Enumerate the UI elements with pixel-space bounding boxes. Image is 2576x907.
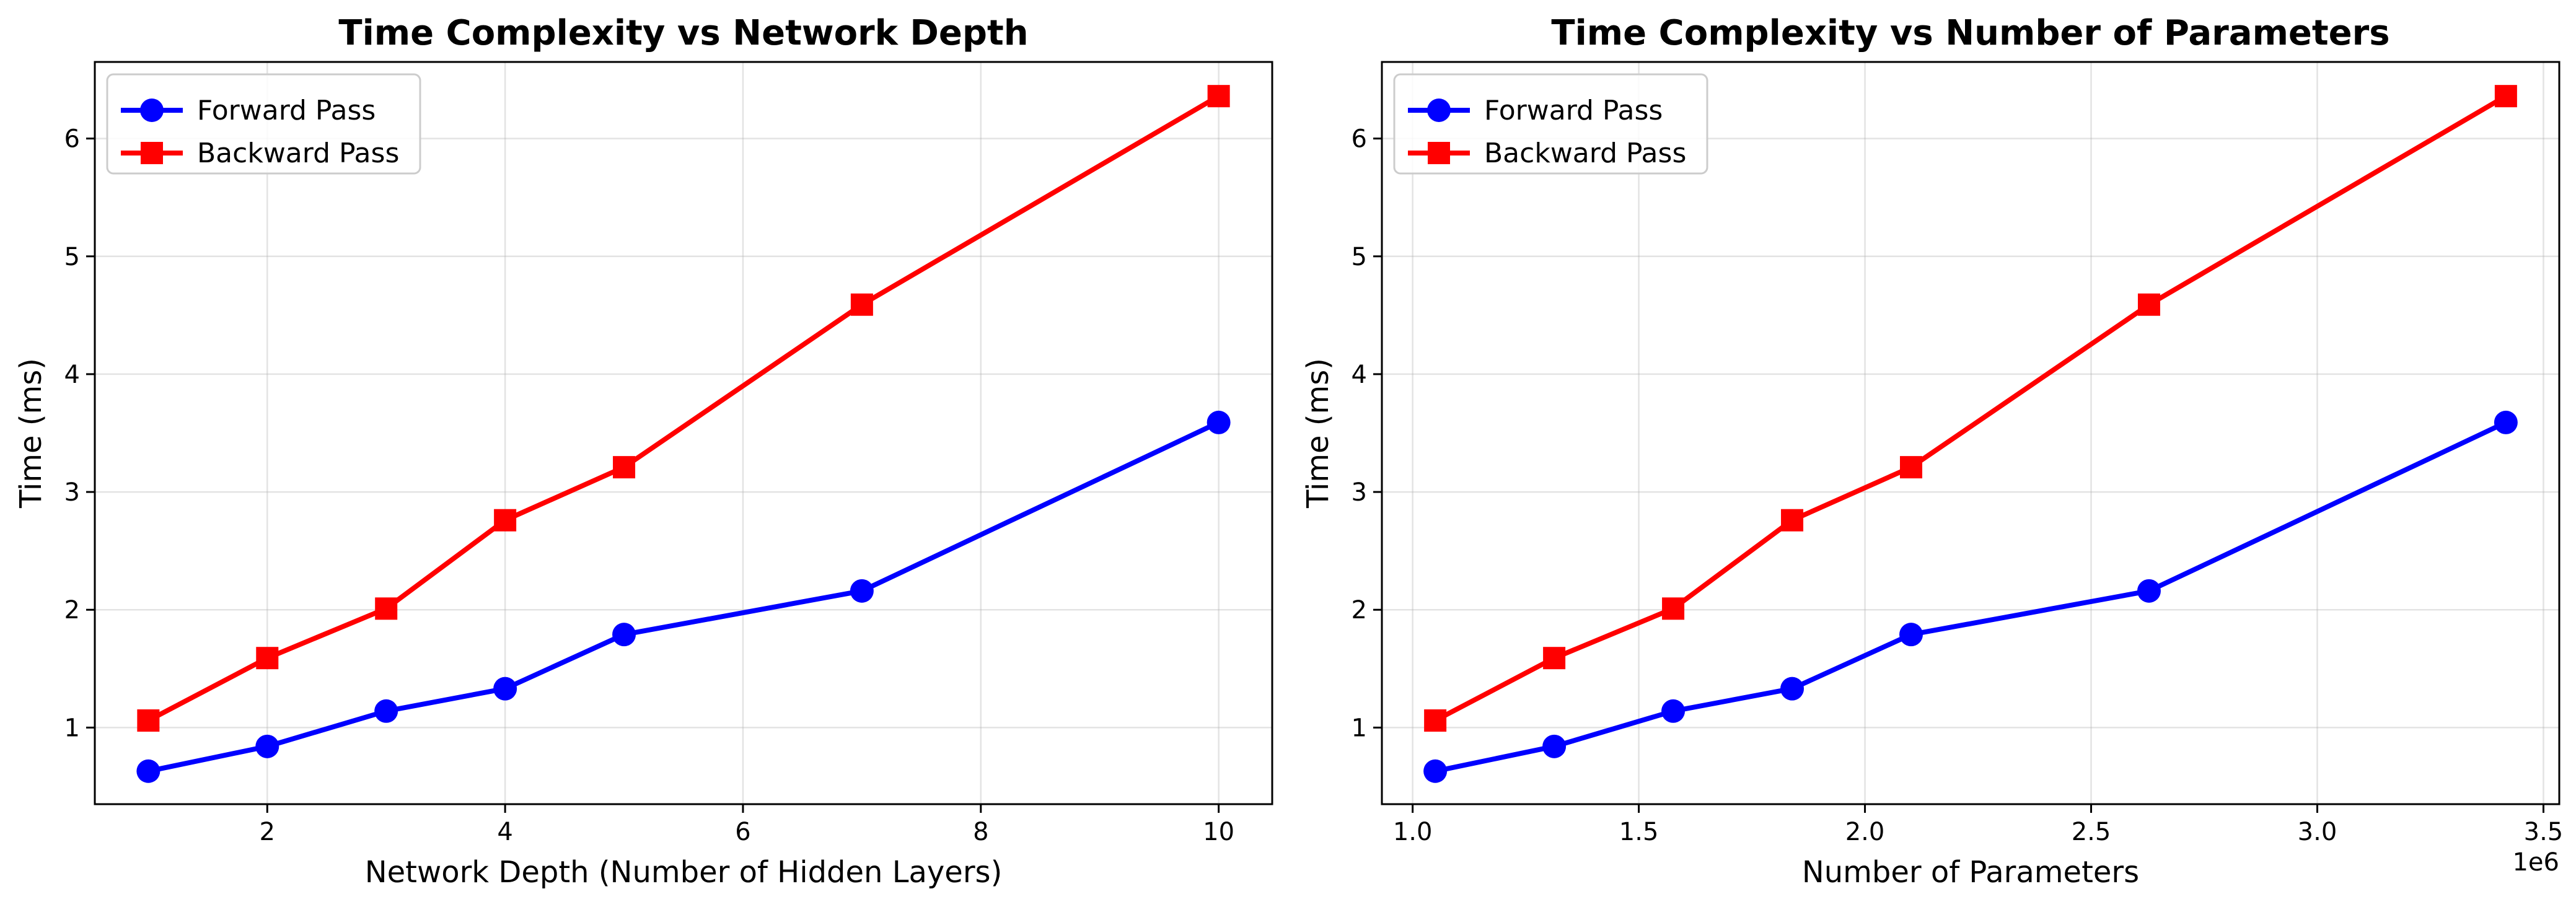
y-tick-label: 1 [1352,714,1367,742]
y-tick-label: 6 [1352,125,1367,154]
data-point-backward-pass [375,597,398,620]
x-tick-label: 4 [497,818,512,846]
x-tick-label: 6 [735,818,750,846]
data-point-forward-pass [493,677,517,701]
data-point-forward-pass [2494,410,2518,434]
ticks: 1.0 1.5 2.0 2.5 3.0 3.5 1 2 3 4 5 6 [1352,125,2564,846]
data-point-forward-pass [1542,734,1567,758]
legend-frame [106,73,421,175]
y-tick-label: 2 [1352,596,1367,624]
data-point-forward-pass [850,579,874,603]
data-point-forward-pass [136,759,160,783]
x-axis-offset-label: 1e6 [2512,848,2559,877]
y-tick-label: 3 [64,478,80,507]
x-tick-label: 3.5 [2524,818,2564,846]
data-point-forward-pass [1661,699,1686,723]
y-axis-label: Time (ms) [1301,358,1335,509]
x-axis-label: Number of Parameters [1802,855,2139,890]
data-point-forward-pass [612,623,636,647]
data-point-backward-pass [1424,709,1447,732]
data-point-forward-pass [374,699,398,723]
legend: Forward Pass Backward Pass [106,73,421,175]
y-tick-label: 5 [64,243,80,271]
x-tick-label: 2 [260,818,275,846]
x-axis-label: Network Depth (Number of Hidden Layers) [365,855,1003,890]
y-tick-label: 4 [64,361,80,389]
x-tick-label: 3.0 [2298,818,2337,846]
y-tick-label: 4 [1352,361,1367,389]
data-point-backward-pass [2494,85,2517,108]
chart-title: Time Complexity vs Network Depth [338,13,1028,53]
chart-title: Time Complexity vs Number of Parameters [1551,13,2389,53]
y-tick-label: 2 [64,596,80,624]
plot-area-frame [1381,61,2561,805]
legend-label-forward-pass: Forward Pass [197,95,376,126]
legend: Forward Pass Backward Pass [1393,73,1708,175]
data-point-forward-pass [255,734,279,758]
legend-swatch-marker-forward-pass [140,99,164,122]
data-point-backward-pass [613,456,636,479]
legend-label-backward-pass: Backward Pass [197,138,399,169]
series [1423,85,2518,783]
data-point-backward-pass [2137,293,2160,316]
data-point-forward-pass [1423,759,1448,783]
data-point-backward-pass [1781,509,1804,532]
legend-label-forward-pass: Forward Pass [1484,95,1663,126]
data-point-forward-pass [2137,579,2161,603]
y-tick-label: 5 [1352,243,1367,271]
grid [1382,62,2559,804]
legend-label-backward-pass: Backward Pass [1484,138,1686,169]
data-point-backward-pass [1662,597,1685,620]
data-point-forward-pass [1207,410,1231,434]
data-point-backward-pass [1207,85,1230,108]
plot-area-frame [94,61,1273,805]
data-point-backward-pass [494,509,517,532]
y-tick-label: 1 [64,714,80,742]
legend-swatch-marker-backward-pass [141,142,163,164]
data-point-backward-pass [1900,456,1923,479]
chart-time-vs-parameters: 1.0 1.5 2.0 2.5 3.0 3.5 1 2 3 4 5 6 Time Complexity… [1301,13,2563,890]
y-axis-label: Time (ms) [14,358,48,509]
data-point-backward-pass [256,647,279,670]
x-tick-label: 8 [973,818,988,846]
legend-swatch-marker-forward-pass [1427,99,1451,122]
data-point-backward-pass [1543,647,1566,670]
legend-swatch-marker-backward-pass [1428,142,1450,164]
x-tick-label: 2.0 [1845,818,1885,846]
y-tick-label: 6 [64,125,80,154]
x-tick-label: 1.5 [1619,818,1659,846]
series [136,85,1231,783]
data-point-forward-pass [1780,677,1805,701]
data-point-backward-pass [850,293,873,316]
x-tick-label: 1.0 [1393,818,1433,846]
data-point-forward-pass [1899,623,1923,647]
x-tick-label: 2.5 [2072,818,2111,846]
x-tick-label: 10 [1203,818,1234,846]
y-tick-label: 3 [1352,478,1367,507]
grid [95,62,1272,804]
data-point-backward-pass [137,709,160,732]
legend-frame [1393,73,1708,175]
